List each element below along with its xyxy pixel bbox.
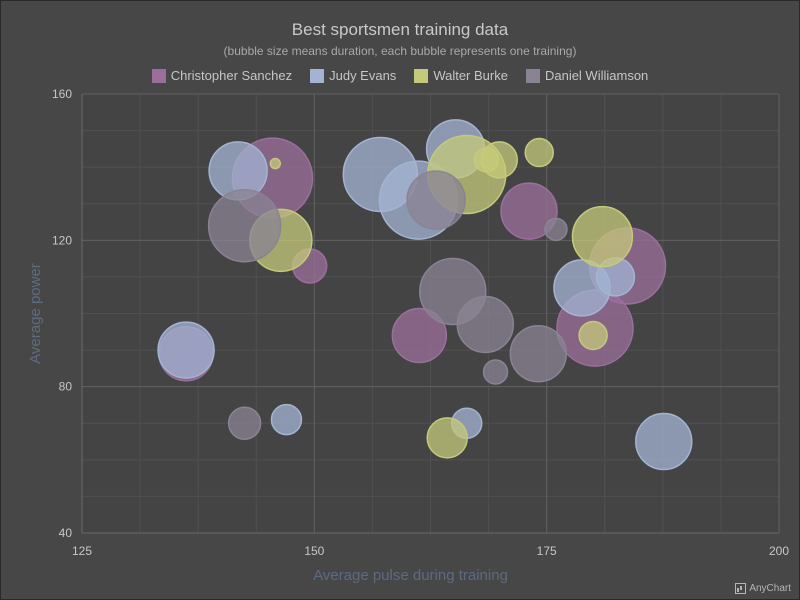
bubble-series-3: [426, 417, 468, 459]
legend-label: Judy Evans: [329, 68, 397, 83]
legend-item[interactable]: Judy Evans: [310, 68, 396, 83]
y-tick-label: 160: [52, 87, 72, 101]
chart-subtitle: (bubble size means duration, each bubble…: [223, 44, 577, 58]
bubble-series-4: [456, 295, 515, 354]
legend-item[interactable]: Christopher Sanchez: [151, 68, 293, 83]
y-axis-title: Average power: [27, 263, 44, 364]
bubble-series-2: [270, 403, 303, 436]
chart-logo-icon: [735, 583, 747, 594]
bubble-series-3: [480, 141, 519, 179]
legend-label: Walter Burke: [433, 68, 508, 83]
bubble-series-3: [578, 320, 608, 351]
legend-label: Christopher Sanchez: [170, 68, 293, 83]
bubble-series-3: [571, 205, 634, 268]
x-axis-title: Average pulse during training: [313, 567, 508, 584]
bubble-series-4: [207, 188, 282, 263]
bubble-series-4: [227, 406, 262, 440]
bubble-series-4: [406, 170, 466, 230]
legend-item[interactable]: Daniel Williamson: [525, 68, 649, 83]
y-tick-label: 40: [59, 526, 73, 540]
y-tick-label: 80: [59, 380, 73, 394]
legend-swatch: [310, 68, 325, 83]
chart-title: Best sportsmen training data: [291, 20, 509, 39]
x-tick-label: 125: [72, 544, 92, 558]
x-tick-label: 200: [769, 544, 789, 558]
bubble-series-3: [524, 137, 554, 168]
legend-swatch: [525, 68, 540, 83]
watermark-label: AnyChart: [749, 583, 791, 594]
x-tick-label: 175: [537, 544, 557, 558]
bubble-series-2: [157, 321, 215, 379]
bubble-series-4: [544, 217, 568, 242]
legend-label: Daniel Williamson: [544, 68, 649, 83]
y-tick-label: 120: [52, 233, 72, 247]
legend-swatch: [151, 68, 166, 83]
bubble-series-4: [482, 359, 509, 385]
bubble-series-1: [391, 307, 448, 364]
bubble-series-4: [509, 324, 568, 383]
x-tick-label: 150: [304, 544, 324, 558]
legend-swatch: [414, 68, 429, 83]
anychart-watermark[interactable]: AnyChart: [735, 583, 791, 594]
chart-legend: Christopher Sanchez Judy Evans Walter Burk…: [0, 68, 800, 83]
bubble-series-3: [269, 157, 282, 170]
bubble-series-1: [500, 182, 558, 240]
legend-item[interactable]: Walter Burke: [414, 68, 508, 83]
bubble-series-2: [635, 412, 693, 471]
